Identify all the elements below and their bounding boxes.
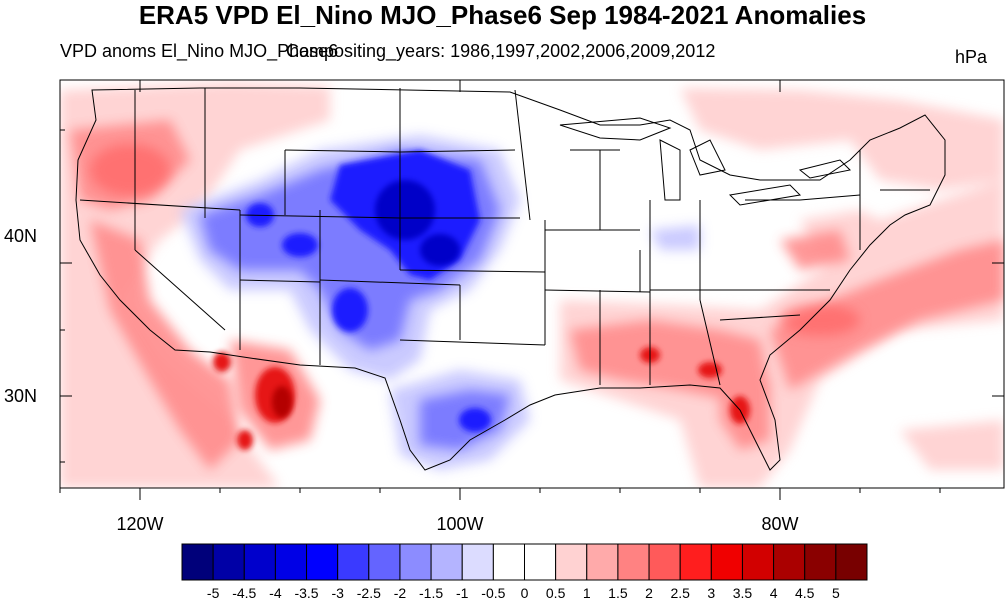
left-subtitle: VPD anoms El_Nino MJO_Phase6 xyxy=(60,41,339,61)
colorbar-swatch xyxy=(648,543,681,581)
colorbar-swatch xyxy=(492,543,526,581)
compositing-years-subtitle: Compositing_years: 1986,1997,2002,2006,2… xyxy=(286,41,716,61)
colorbar-swatch xyxy=(586,543,619,581)
colorbar-swatch xyxy=(212,543,245,581)
colorbar-label: 2.5 xyxy=(670,585,690,601)
anomaly-field xyxy=(60,80,1004,488)
colorbar-label: -1 xyxy=(456,585,469,601)
colorbar-swatch xyxy=(243,543,276,581)
colorbar: -5 -4.5 -4 -3.5 -3 -2.5 -2 -1.5 -1 -0.5 0 0.5 1 1.5 2 2… xyxy=(181,543,868,601)
colorbar-label: -5 xyxy=(207,585,220,601)
colorbar-label: 0.5 xyxy=(546,585,566,601)
colorbar-label: -1.5 xyxy=(419,585,443,601)
colorbar-label: 0 xyxy=(521,585,529,601)
colorbar-label: 2 xyxy=(645,585,653,601)
colorbar-label: 5 xyxy=(832,585,840,601)
lon-label-80w: 80W xyxy=(761,514,799,534)
state-boundaries xyxy=(75,87,946,471)
colorbar-label: -2 xyxy=(394,585,407,601)
colorbar-swatch xyxy=(337,543,370,581)
colorbar-swatch xyxy=(461,543,494,581)
axis-ticks xyxy=(59,80,1004,500)
colorbar-label: 1 xyxy=(583,585,591,601)
map-frame xyxy=(59,79,1005,489)
colorbar-label: -3.5 xyxy=(294,585,318,601)
lon-label-120w: 120W xyxy=(116,514,164,534)
colorbar-swatch xyxy=(368,543,401,581)
colorbar-label: -2.5 xyxy=(357,585,381,601)
colorbar-label: 3.5 xyxy=(733,585,753,601)
units-label: hPa xyxy=(954,47,987,67)
colorbar-label: 1.5 xyxy=(608,585,628,601)
lat-label-40n: 40N xyxy=(4,226,38,246)
lat-label-30n: 30N xyxy=(4,386,38,406)
colorbar-swatch xyxy=(679,543,712,581)
colorbar-label: -4.5 xyxy=(232,585,256,601)
colorbar-swatch xyxy=(617,543,650,581)
colorbar-label: -3 xyxy=(331,585,344,601)
colorbar-label: 4.5 xyxy=(795,585,815,601)
colorbar-swatch xyxy=(835,543,868,581)
colorbar-swatch xyxy=(773,543,806,581)
colorbar-swatch xyxy=(181,543,214,581)
colorbar-label: 3 xyxy=(707,585,715,601)
colorbar-swatch xyxy=(274,543,308,581)
colorbar-swatch xyxy=(710,543,743,581)
colorbar-swatch xyxy=(430,543,463,581)
map-title: ERA5 VPD El_Nino MJO_Phase6 Sep 1984-202… xyxy=(138,0,867,30)
colorbar-label: 4 xyxy=(770,585,778,601)
colorbar-swatch xyxy=(741,543,775,581)
colorbar-swatch xyxy=(804,543,837,581)
colorbar-label: -0.5 xyxy=(481,585,505,601)
colorbar-swatch xyxy=(524,543,557,581)
colorbar-swatch xyxy=(399,543,432,581)
lon-label-100w: 100W xyxy=(436,514,484,534)
colorbar-swatch xyxy=(555,543,588,581)
colorbar-label: -4 xyxy=(269,585,282,601)
colorbar-swatch xyxy=(306,543,339,581)
